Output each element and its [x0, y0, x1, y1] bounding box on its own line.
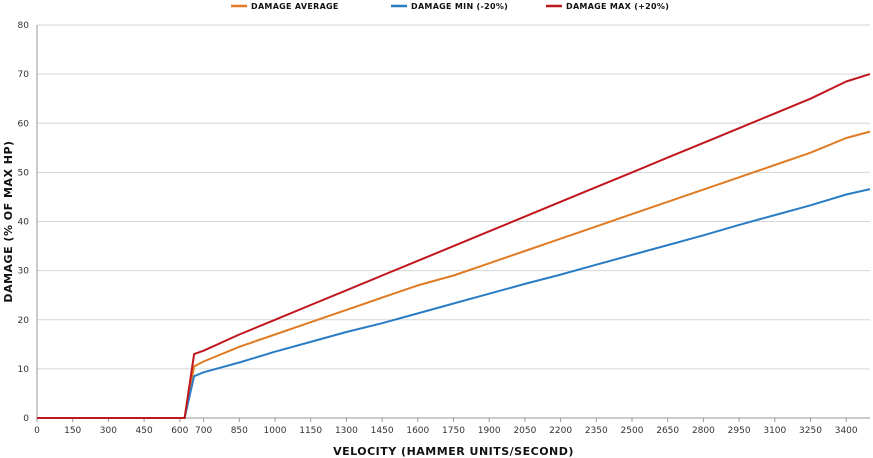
tick-labels: 0 10 20 30 40 50 60 70 80 0 150 300 450 600 700 850 1000… [18, 21, 858, 436]
x-axis-title: VELOCITY (HAMMER UNITS/SECOND) [333, 445, 574, 458]
x-tick-label: 3400 [835, 426, 858, 436]
x-tick-label: 1750 [442, 426, 465, 436]
y-tick-label: 50 [18, 168, 30, 178]
x-tick-label: 2200 [549, 426, 572, 436]
legend-item-2: DAMAGE MIN (-20%) [391, 2, 508, 11]
x-tick-label: 1300 [335, 426, 358, 436]
legend-label: DAMAGE MAX (+20%) [566, 2, 669, 11]
x-tick-label: 1900 [478, 426, 501, 436]
y-tick-label: 0 [23, 414, 29, 424]
series-line-1 [37, 130, 871, 419]
x-tick-label: 2950 [728, 426, 751, 436]
legend-item-3: DAMAGE MAX (+20%) [546, 2, 669, 11]
legend-label: DAMAGE AVERAGE [251, 2, 339, 11]
x-tick-label: 450 [136, 426, 153, 436]
y-axis-title: DAMAGE (% OF MAX HP) [2, 140, 15, 302]
x-tick-label: 2650 [656, 426, 679, 436]
x-tick-label: 3100 [763, 426, 786, 436]
x-tick-label: 150 [64, 426, 81, 436]
x-tick-label: 2500 [621, 426, 644, 436]
x-tick-label: 300 [100, 426, 117, 436]
y-tick-label: 70 [18, 70, 30, 80]
x-tick-label: 1450 [371, 426, 394, 436]
y-tick-label: 40 [18, 218, 30, 228]
y-tick-label: 20 [18, 316, 30, 326]
x-tick-label: 600 [171, 426, 188, 436]
legend: DAMAGE AVERAGE DAMAGE MIN (-20%) DAMAGE MA… [231, 2, 669, 11]
grid-lines [37, 24, 870, 370]
x-tick-label: 1000 [264, 426, 287, 436]
x-tick-label: 1150 [299, 426, 322, 436]
series-lines [37, 73, 871, 419]
legend-item-1: DAMAGE AVERAGE [231, 2, 339, 11]
x-tick-label: 2050 [513, 426, 536, 436]
x-tick-label: 3250 [799, 426, 822, 436]
y-tick-label: 10 [18, 365, 30, 375]
x-tick-label: 0 [34, 426, 40, 436]
y-tick-label: 60 [18, 119, 30, 129]
y-tick-label: 30 [18, 267, 30, 277]
series-line-3 [37, 73, 871, 419]
y-tick-label: 80 [18, 21, 30, 31]
x-tick-label: 2350 [585, 426, 608, 436]
x-tick-label: 1600 [406, 426, 429, 436]
x-tick-label: 850 [231, 426, 248, 436]
x-tick-label: 2800 [692, 426, 715, 436]
series-line-2 [37, 188, 871, 419]
legend-label: DAMAGE MIN (-20%) [411, 2, 508, 11]
x-tick-label: 700 [195, 426, 212, 436]
